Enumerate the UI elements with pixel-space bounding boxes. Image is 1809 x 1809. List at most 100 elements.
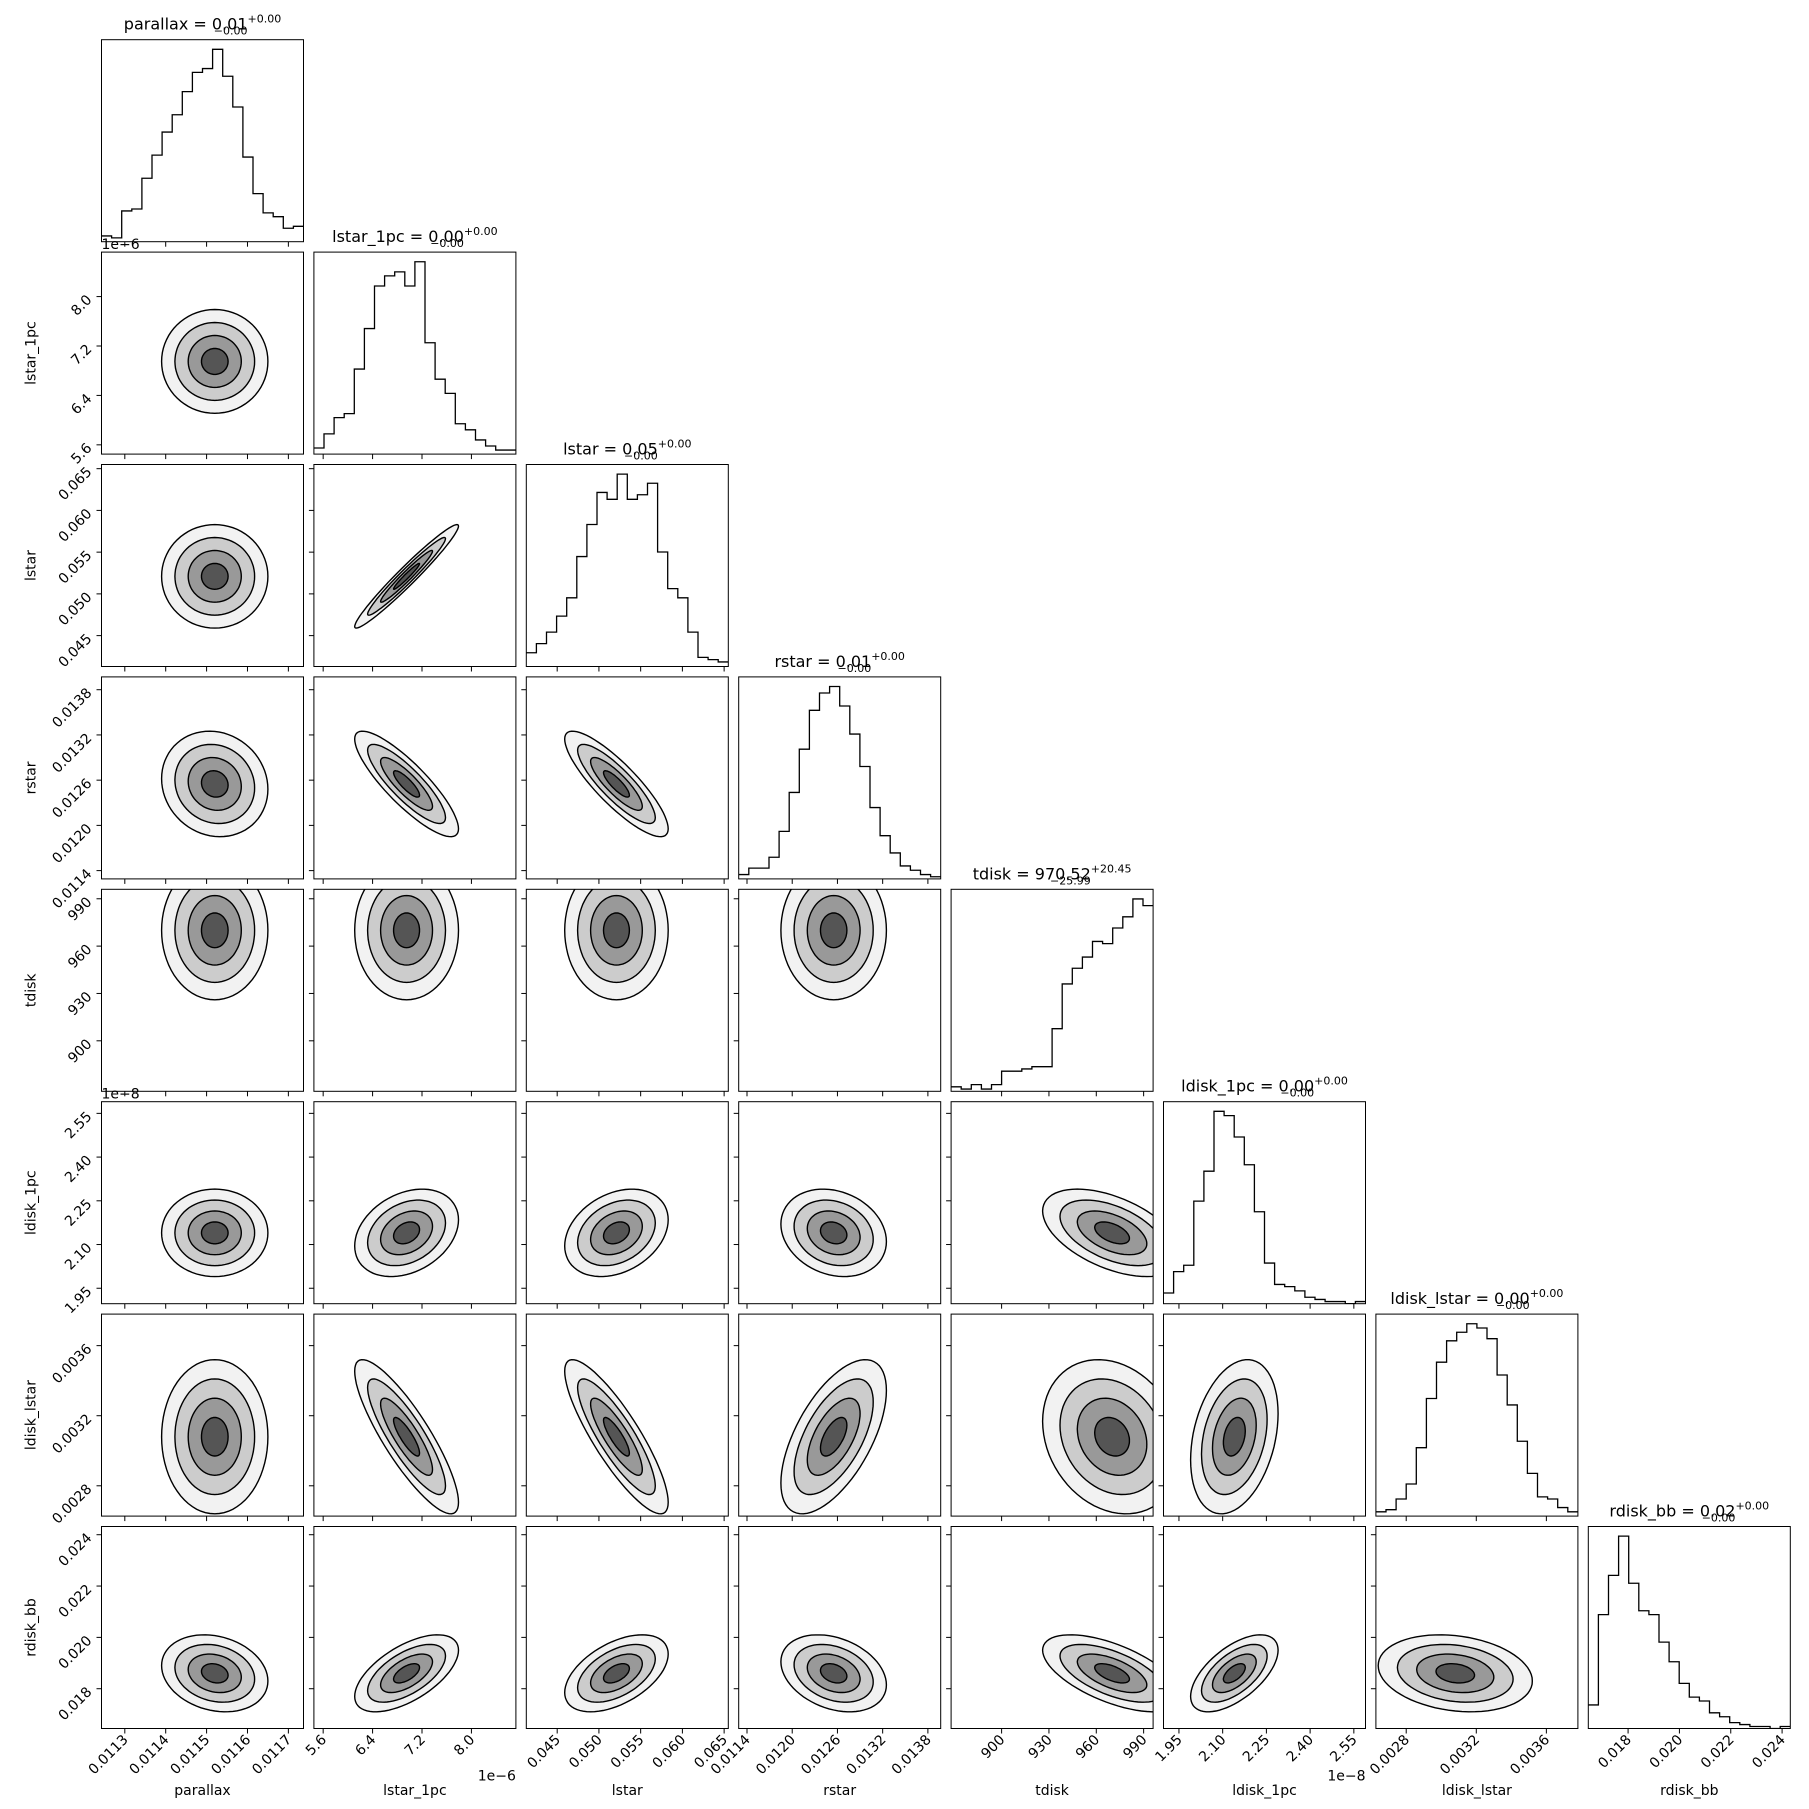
panel-title: parallax = 0.01+0.00 −0.00	[124, 13, 281, 38]
y-tick-label: 0.065	[56, 464, 96, 504]
panel-frame	[101, 1313, 304, 1517]
y-axis-label: lstar	[24, 550, 40, 581]
panel-frame	[313, 1101, 517, 1305]
title-sup: +0.00	[1735, 1500, 1769, 1513]
panel-title: rdisk_bb = 0.02+0.00 −0.00	[1609, 1500, 1769, 1525]
title-main: ldisk_lstar = 0.00	[1390, 1289, 1529, 1309]
x-offset-text: 1e−8	[1327, 1769, 1365, 1785]
title-main: lstar = 0.05	[563, 440, 658, 459]
panel	[738, 685, 941, 878]
title-main: lstar_1pc = 0.00	[332, 227, 464, 247]
panel	[563, 730, 669, 838]
panel	[353, 889, 460, 1001]
y-tick-label: 0.0032	[49, 1411, 95, 1457]
y-tick-label: 0.018	[56, 1684, 96, 1724]
x-axis-label: lstar_1pc	[383, 1783, 447, 1799]
panel	[780, 1358, 888, 1515]
y-offset-text: 1e−6	[102, 237, 140, 253]
y-axis-label: tdisk	[24, 973, 40, 1008]
title-sub: −0.00	[1280, 1087, 1314, 1100]
title-main: ldisk_1pc = 0.00	[1181, 1077, 1314, 1097]
contour	[200, 1416, 229, 1457]
panel	[1375, 1323, 1578, 1513]
panel	[160, 1358, 269, 1515]
panel-frame	[313, 464, 517, 667]
x-tick-label: 930	[1026, 1732, 1056, 1762]
histogram	[101, 48, 304, 239]
panel	[563, 889, 669, 1001]
y-tick-label: 7.2	[68, 342, 95, 369]
y-tick-label: 900	[65, 1036, 95, 1066]
panel-frame	[313, 676, 517, 880]
x-tick-label: 0.0120	[753, 1732, 799, 1778]
panel-frame	[1587, 1526, 1791, 1729]
y-tick-label: 960	[65, 942, 95, 972]
panel-frame	[101, 39, 304, 243]
panel	[160, 1634, 269, 1713]
y-tick-label: 0.050	[56, 589, 96, 629]
y-tick-label: 0.060	[56, 506, 96, 546]
x-tick-label: 0.0115	[167, 1732, 213, 1778]
contour	[602, 769, 631, 798]
panel	[160, 308, 269, 415]
x-tick-label: 2.40	[1284, 1732, 1317, 1765]
contour	[819, 912, 848, 949]
contour	[392, 1662, 421, 1684]
panel-frame	[525, 888, 729, 1092]
panel	[101, 48, 304, 239]
panel-frame	[1375, 1526, 1579, 1729]
x-tick-label: 0.0138	[889, 1732, 935, 1778]
panel-frame	[101, 1101, 304, 1305]
x-tick-label: 0.0126	[798, 1732, 844, 1778]
y-tick-label: 0.045	[56, 631, 96, 671]
panel-frame	[1163, 1526, 1366, 1729]
contour	[819, 1416, 848, 1457]
contour	[200, 562, 229, 591]
x-axis-label: tdisk	[1035, 1783, 1070, 1799]
panel-frame	[313, 251, 517, 455]
panel	[353, 523, 460, 629]
panel-frame	[738, 1526, 942, 1729]
panel	[160, 889, 269, 1001]
x-axis-label: lstar	[612, 1783, 643, 1799]
contour	[1093, 1662, 1131, 1684]
contour	[819, 1221, 848, 1245]
contour	[392, 562, 421, 590]
panel-frame	[313, 1526, 517, 1729]
x-axis-label: rstar	[823, 1783, 856, 1799]
panel-frame	[950, 888, 1154, 1092]
y-tick-label: 0.0036	[49, 1341, 95, 1387]
panel-frame	[525, 1101, 729, 1305]
contour	[1222, 1662, 1247, 1684]
x-tick-label: 0.0132	[844, 1732, 890, 1778]
x-tick-label: 7.2	[402, 1732, 429, 1759]
histogram	[1163, 1110, 1366, 1304]
x-tick-label: 6.4	[352, 1732, 379, 1759]
panel-title: ldisk_1pc = 0.00+0.00 −0.00	[1181, 1075, 1348, 1100]
y-tick-label: 0.0120	[49, 821, 95, 867]
panel	[951, 898, 1154, 1090]
contour	[1435, 1662, 1476, 1684]
x-axis-label: ldisk_lstar	[1442, 1783, 1512, 1799]
panel-frame	[313, 888, 517, 1092]
title-sup: +0.00	[871, 650, 905, 663]
contour	[200, 769, 229, 798]
contour	[1093, 1416, 1131, 1457]
contour	[602, 1221, 631, 1245]
title-sup: +0.00	[1530, 1287, 1564, 1300]
panel-title: tdisk = 970.52+20.45 −25.99	[973, 862, 1132, 887]
contour	[200, 1662, 229, 1684]
title-sub: −0.00	[214, 25, 248, 38]
panel-frame	[101, 888, 304, 1092]
panel-frame	[525, 676, 729, 880]
panel	[353, 730, 460, 838]
contour	[602, 1416, 631, 1457]
x-tick-label: 0.0116	[208, 1732, 254, 1778]
title-main: rstar = 0.01	[774, 652, 871, 671]
panel-frame	[1163, 1313, 1366, 1517]
panel-frame	[101, 676, 304, 880]
histogram	[313, 261, 516, 451]
y-tick-label: 0.0138	[49, 685, 95, 731]
x-tick-label: 960	[1073, 1732, 1103, 1762]
x-axis-label: rdisk_bb	[1660, 1783, 1719, 1799]
